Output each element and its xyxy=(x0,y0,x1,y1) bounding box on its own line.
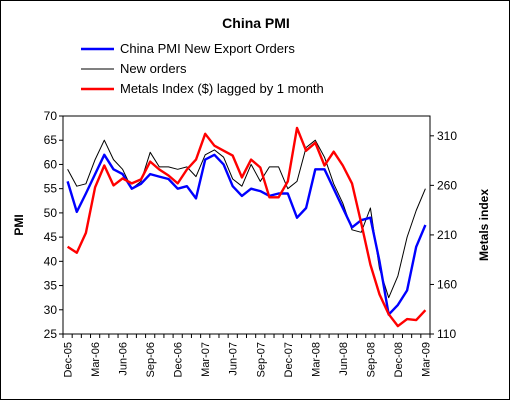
x-tick-label: Mar-07 xyxy=(200,342,212,377)
y-tick-label: 70 xyxy=(44,109,58,123)
y2-tick-label: 110 xyxy=(437,327,456,341)
y-tick-label: 35 xyxy=(44,279,58,293)
y-tick-label: 55 xyxy=(44,182,58,196)
x-tick-label: Dec-07 xyxy=(283,342,295,377)
y-tick-label: 30 xyxy=(44,303,58,317)
y2-tick-label: 210 xyxy=(437,228,457,242)
x-tick-label: Dec-06 xyxy=(173,342,185,377)
legend-label-0: China PMI New Export Orders xyxy=(120,41,295,56)
series-group xyxy=(66,126,427,328)
x-tick-label: Jun-08 xyxy=(338,342,350,376)
x-tick-label: Sep-06 xyxy=(145,342,157,377)
y2-axis-label: Metals index xyxy=(477,189,491,261)
chart-title: China PMI xyxy=(222,15,290,31)
x-tick-label: Dec-08 xyxy=(393,342,405,377)
y-tick-label: 45 xyxy=(44,230,58,244)
x-tick-label: Sep-08 xyxy=(365,342,377,377)
x-tick-label: Mar-08 xyxy=(310,342,322,377)
x-tick-label: Mar-09 xyxy=(420,342,432,377)
x-tick-label: Sep-07 xyxy=(255,342,267,377)
legend-label-2: Metals Index ($) lagged by 1 month xyxy=(120,81,324,96)
y-tick-label: 25 xyxy=(44,327,58,341)
y2-tick-label: 310 xyxy=(437,129,457,143)
y2-axis: 110 160 210 260 310 xyxy=(430,129,457,341)
legend-label-1: New orders xyxy=(120,61,187,76)
y-axis: 25 30 35 40 45 50 55 60 65 70 xyxy=(44,109,63,341)
y-tick-label: 40 xyxy=(44,254,58,268)
x-tick-label: Jun-06 xyxy=(118,342,130,376)
x-tick-label: Jun-07 xyxy=(228,342,240,376)
y2-tick-label: 160 xyxy=(437,277,457,291)
x-tick-label: Mar-06 xyxy=(90,342,102,377)
series-line-2 xyxy=(66,126,427,328)
y2-tick-label: 260 xyxy=(437,178,457,192)
x-tick-label: Dec-05 xyxy=(63,342,75,377)
y-tick-label: 60 xyxy=(44,157,58,171)
x-axis: Dec-05 Mar-06 Jun-06 Sep-06 Dec-06 Mar-07 Jun-… xyxy=(62,334,432,377)
y-tick-label: 50 xyxy=(44,206,58,220)
legend: China PMI New Export Orders New orders Met… xyxy=(81,41,324,96)
plot-area xyxy=(62,115,431,335)
y-tick-label: 65 xyxy=(44,133,58,147)
y-axis-label: PMI xyxy=(12,214,26,235)
